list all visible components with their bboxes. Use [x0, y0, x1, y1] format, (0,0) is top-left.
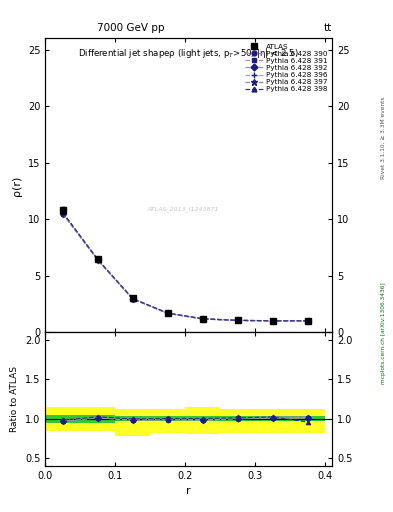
Y-axis label: ρ(r): ρ(r)	[12, 175, 22, 196]
Text: 7000 GeV pp: 7000 GeV pp	[97, 23, 164, 33]
Text: ATLAS_2013_I1243871: ATLAS_2013_I1243871	[147, 206, 219, 212]
Y-axis label: Ratio to ATLAS: Ratio to ATLAS	[10, 366, 19, 432]
Text: tt: tt	[324, 23, 332, 33]
Text: mcplots.cern.ch [arXiv:1306.3436]: mcplots.cern.ch [arXiv:1306.3436]	[381, 282, 386, 383]
Text: Rivet 3.1.10, ≥ 3.3M events: Rivet 3.1.10, ≥ 3.3M events	[381, 97, 386, 180]
X-axis label: r: r	[186, 486, 191, 496]
Text: Differential jet shapeρ (light jets, p$_T$>50, |η| < 2.5): Differential jet shapeρ (light jets, p$_…	[78, 47, 299, 60]
Legend: ATLAS, Pythia 6.428 390, Pythia 6.428 391, Pythia 6.428 392, Pythia 6.428 396, P: ATLAS, Pythia 6.428 390, Pythia 6.428 39…	[243, 42, 329, 94]
